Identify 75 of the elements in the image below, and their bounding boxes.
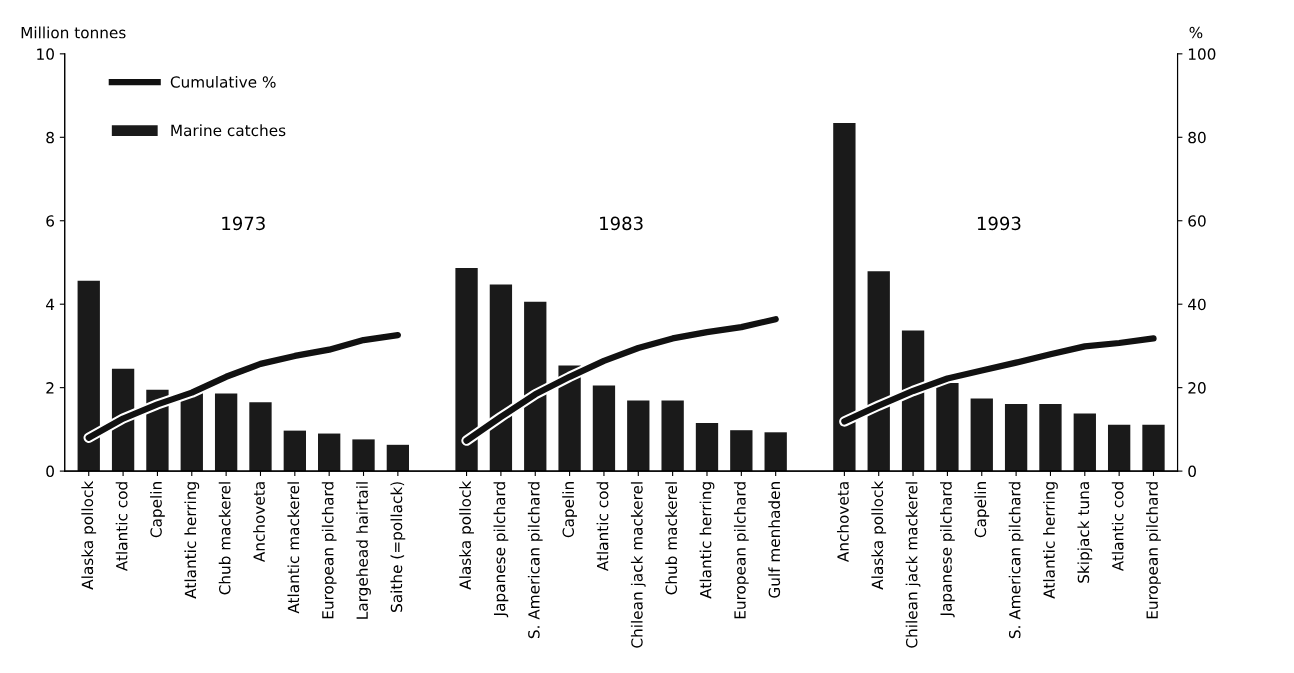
bar bbox=[524, 301, 547, 472]
x-tick-label: Chilean jack mackerel bbox=[630, 482, 646, 648]
annotation: 1973 bbox=[222, 216, 265, 231]
x-tick-label: Capelin bbox=[562, 482, 577, 538]
bar bbox=[833, 123, 856, 472]
bar bbox=[386, 444, 410, 472]
y-tick-label: 4 bbox=[46, 298, 55, 310]
x-tick-label: Atlantic cod bbox=[1111, 482, 1124, 572]
x-tick-label: Chub mackerel bbox=[218, 482, 231, 595]
x-tick-label: Capelin bbox=[150, 482, 165, 538]
bar bbox=[1142, 424, 1165, 472]
y2-axis-title: % bbox=[1189, 26, 1203, 39]
bar bbox=[1073, 413, 1096, 472]
bar bbox=[1107, 424, 1131, 472]
bar bbox=[352, 439, 375, 472]
x-tick-label: Gulf menhaden bbox=[768, 482, 781, 598]
x-tick-label: European pilchard bbox=[1146, 482, 1161, 619]
x-tick-label: Atlantic herring bbox=[184, 482, 200, 599]
y-tick-label: 10 bbox=[37, 48, 54, 60]
x-tick-label: Atlantic herring bbox=[699, 482, 715, 599]
x-tick-label: Japanese pilchard bbox=[493, 482, 509, 618]
x-tick-label: Skipjack tuna bbox=[1077, 482, 1093, 583]
x-tick-label: Japanese pilchard bbox=[940, 482, 955, 618]
x-tick-label: Atlantic cod bbox=[115, 482, 128, 572]
y-axis-title: Million tonnes bbox=[21, 26, 126, 39]
bar bbox=[455, 267, 478, 472]
legend-label: Cumulative % bbox=[170, 75, 276, 88]
x-tick-label: Alaska pollock bbox=[81, 480, 97, 590]
bar bbox=[936, 383, 959, 472]
y2-tick-label: 20 bbox=[1188, 382, 1206, 394]
y-tick-label: 8 bbox=[46, 131, 54, 144]
bar bbox=[283, 430, 306, 472]
bar bbox=[1004, 403, 1028, 472]
x-tick-label: Anchoveta bbox=[253, 482, 265, 563]
y2-tick-label: 40 bbox=[1188, 298, 1206, 311]
legend-label: Marine catches bbox=[171, 124, 286, 137]
bar bbox=[764, 432, 787, 472]
x-tick-label: Chilean jack mackerel bbox=[905, 482, 921, 648]
y2-tick-label: 100 bbox=[1188, 48, 1216, 60]
y2-tick-label: 0 bbox=[1188, 465, 1196, 478]
x-tick-label: Atlantic mackerel bbox=[287, 482, 300, 614]
x-tick-label: European pilchard bbox=[733, 482, 749, 619]
bar bbox=[318, 433, 341, 472]
y-tick-label: 6 bbox=[46, 215, 55, 227]
y2-tick-label: 80 bbox=[1188, 131, 1206, 144]
bar bbox=[592, 385, 616, 472]
x-tick-label: S. American pilchard bbox=[527, 482, 543, 639]
y2-tick-label: 60 bbox=[1188, 215, 1206, 227]
x-tick-label: Atlantic cod bbox=[596, 482, 609, 572]
bar bbox=[489, 284, 513, 472]
x-tick-label: Chub mackerel bbox=[665, 482, 678, 595]
bar bbox=[695, 423, 719, 472]
bar bbox=[1039, 403, 1062, 472]
bar bbox=[730, 430, 753, 472]
bar bbox=[214, 393, 238, 472]
x-tick-label: Largehead hairtail bbox=[356, 482, 371, 619]
x-tick-label: Saithe (=pollack) bbox=[390, 482, 406, 612]
bar bbox=[970, 398, 993, 472]
x-tick-label: Atlantic herring bbox=[1043, 482, 1058, 599]
bar bbox=[249, 402, 272, 472]
x-tick-label: S. American pilchard bbox=[1008, 482, 1024, 639]
bar bbox=[867, 271, 890, 472]
annotation: 1993 bbox=[977, 216, 1021, 231]
bar bbox=[901, 330, 925, 472]
bar bbox=[558, 365, 581, 472]
x-tick-label: Capelin bbox=[974, 482, 990, 538]
x-tick-label: European pilchard bbox=[321, 482, 337, 619]
bar bbox=[627, 400, 650, 472]
y-tick-label: 2 bbox=[46, 382, 54, 394]
x-tick-label: Alaska pollock bbox=[459, 480, 474, 590]
x-tick-label: Anchoveta bbox=[836, 482, 849, 563]
y-tick-label: 0 bbox=[46, 465, 54, 478]
annotation: 1983 bbox=[600, 216, 643, 231]
x-tick-label: Alaska pollock bbox=[871, 480, 887, 590]
bar bbox=[661, 400, 684, 472]
